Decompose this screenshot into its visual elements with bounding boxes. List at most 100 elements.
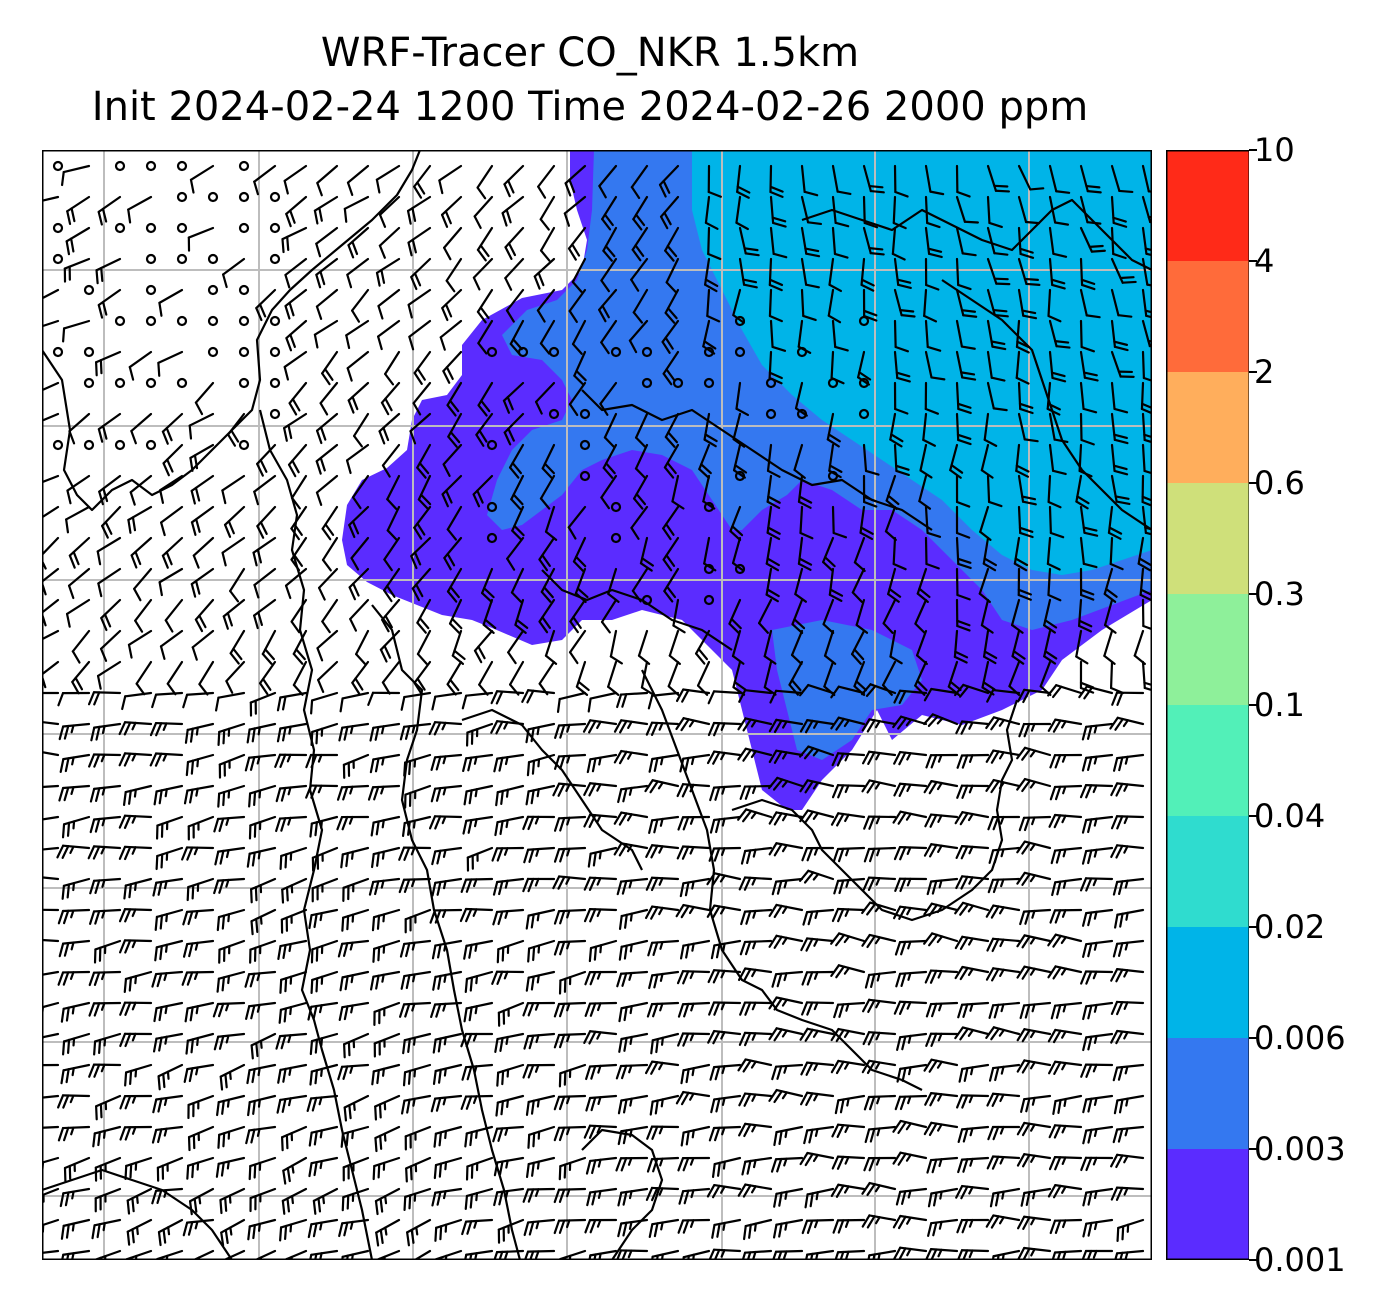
wind-barb-icon xyxy=(985,778,1021,794)
wind-barb-icon xyxy=(735,381,750,417)
wind-barb-icon xyxy=(381,660,401,695)
wind-barb-icon xyxy=(766,443,781,478)
wind-barb-icon xyxy=(42,319,60,328)
wind-barb-icon xyxy=(477,319,494,355)
wind-barb-icon xyxy=(67,567,91,600)
wind-barb-icon xyxy=(552,782,587,797)
wind-barb-icon xyxy=(522,815,556,831)
wind-barb-icon xyxy=(768,934,804,949)
wind-barb-icon xyxy=(1141,257,1152,287)
wind-barb-icon xyxy=(283,350,308,381)
wind-barb-icon xyxy=(831,907,866,923)
wind-barb-icon xyxy=(1016,965,1052,980)
wind-barb-icon xyxy=(763,629,777,665)
wind-barb-icon xyxy=(648,1218,680,1239)
wind-barb-icon xyxy=(571,257,587,293)
wind-barb-icon xyxy=(315,226,339,258)
wind-barb-icon xyxy=(567,505,587,540)
wind-barb-icon xyxy=(1081,908,1114,927)
wind-barb-icon xyxy=(42,815,60,827)
wind-barb-icon xyxy=(741,1156,773,1176)
wind-barb-icon xyxy=(986,474,1003,508)
wind-barb-icon xyxy=(830,812,866,827)
wind-barb-icon xyxy=(635,412,649,448)
wind-barb-icon xyxy=(1050,846,1083,865)
wind-barb-icon xyxy=(650,1032,680,1055)
wind-barb-icon xyxy=(508,660,525,696)
wind-barb-icon xyxy=(348,505,370,539)
wind-barb-icon xyxy=(1048,443,1067,476)
wind-barb-icon xyxy=(769,195,787,228)
calm-wind-circle-icon xyxy=(114,222,126,234)
wind-barb-icon xyxy=(729,505,744,542)
wind-barb-icon xyxy=(645,1186,680,1202)
wind-barb-icon xyxy=(799,745,835,760)
wind-barb-icon xyxy=(188,1187,215,1216)
wind-barb-icon xyxy=(1016,1028,1052,1043)
wind-barb-icon xyxy=(367,784,401,801)
wind-barb-icon xyxy=(955,381,972,415)
wind-barb-icon xyxy=(164,598,184,633)
wind-barb-icon xyxy=(704,195,719,230)
wind-barb-icon xyxy=(553,815,587,832)
wind-barb-icon xyxy=(568,288,587,324)
wind-barb-icon xyxy=(1080,970,1114,985)
wind-barb-icon xyxy=(42,1156,60,1171)
wind-barb-icon xyxy=(707,1029,742,1045)
wind-barb-icon xyxy=(1079,164,1102,194)
wind-barb-icon xyxy=(694,629,711,665)
wind-barb-icon xyxy=(564,164,587,197)
wind-barb-icon xyxy=(288,381,308,416)
wind-barb-icon xyxy=(924,1248,959,1260)
wind-barb-icon xyxy=(275,784,308,803)
wind-barb-icon xyxy=(42,1063,60,1070)
wind-barb-icon xyxy=(955,257,972,291)
wind-barb-icon xyxy=(275,1032,308,1050)
wind-barb-icon xyxy=(646,1125,680,1140)
wind-barb-icon xyxy=(1079,350,1099,382)
wind-barb-icon xyxy=(799,809,835,824)
wind-barb-icon xyxy=(554,722,587,739)
wind-barb-icon xyxy=(215,1156,246,1178)
wind-barb-icon xyxy=(1020,1094,1052,1113)
wind-barb-icon xyxy=(957,1156,990,1174)
wind-barb-icon xyxy=(153,784,184,806)
wind-barb-icon xyxy=(305,753,339,769)
wind-barb-icon xyxy=(154,939,184,962)
wind-barb-icon xyxy=(631,567,649,603)
wind-barb-icon xyxy=(216,970,246,993)
wind-barb-icon xyxy=(573,350,587,387)
wind-barb-icon xyxy=(247,1094,277,1117)
wind-barb-icon xyxy=(955,567,971,601)
wind-barb-icon xyxy=(250,908,277,936)
calm-wind-circle-icon xyxy=(579,439,591,451)
wind-barb-icon xyxy=(768,842,804,857)
wind-barb-icon xyxy=(416,629,432,665)
wind-barb-icon xyxy=(158,288,184,317)
wind-barb-icon xyxy=(677,815,711,831)
wind-barb-icon xyxy=(925,1001,959,1018)
colorbar-tick-mark xyxy=(1249,704,1257,706)
wind-barb-icon xyxy=(956,1249,990,1260)
wind-barb-icon xyxy=(862,474,878,508)
wind-barb-icon xyxy=(281,877,308,904)
calm-wind-circle-icon xyxy=(52,222,64,234)
wind-barb-icon xyxy=(584,970,618,986)
wind-barb-icon xyxy=(123,877,153,900)
wind-barb-icon xyxy=(379,629,401,663)
wind-barb-icon xyxy=(378,412,401,445)
wind-barb-icon xyxy=(433,1125,463,1148)
wind-barb-icon xyxy=(336,815,370,831)
wind-barb-icon xyxy=(1109,536,1124,571)
wind-barb-icon xyxy=(246,846,277,868)
calm-wind-circle-icon xyxy=(207,284,219,296)
wind-barb-icon xyxy=(276,691,308,712)
wind-barb-icon xyxy=(1078,443,1093,478)
coastline-west xyxy=(42,150,422,512)
wind-barb-icon xyxy=(1047,1028,1083,1044)
wind-barb-icon xyxy=(316,164,339,197)
calm-wind-circle-icon xyxy=(145,377,157,389)
wind-barb-icon xyxy=(416,443,432,479)
wind-barb-icon xyxy=(42,908,60,914)
wind-barb-icon xyxy=(1082,1125,1114,1145)
